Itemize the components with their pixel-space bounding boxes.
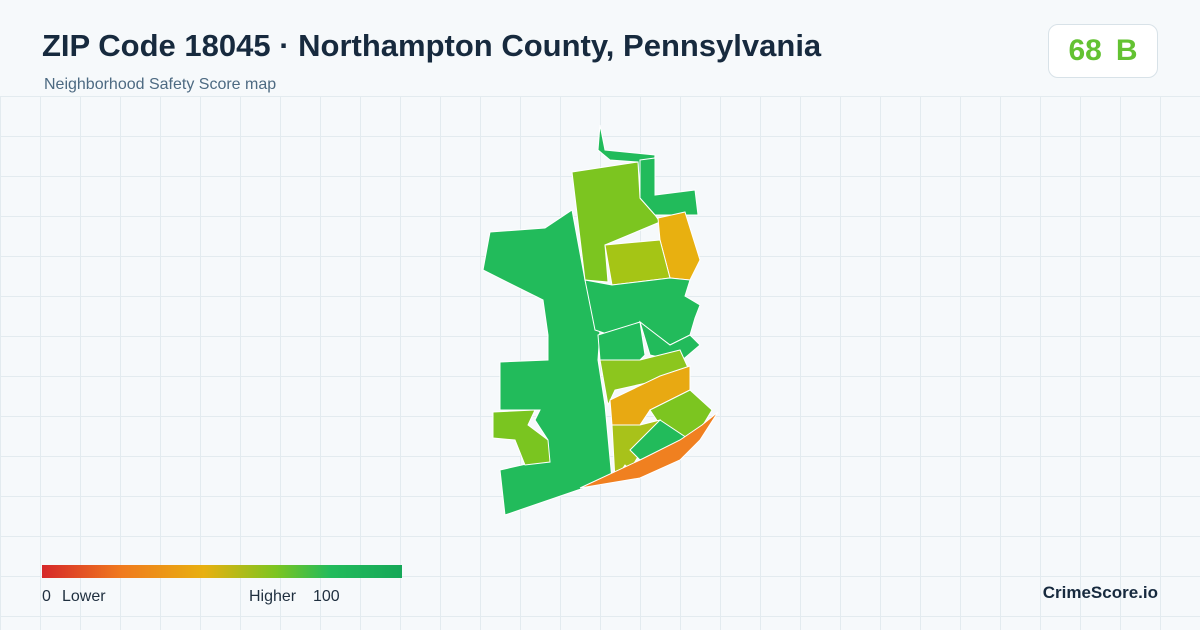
brand: CrimeScore.io — [1042, 583, 1158, 602]
legend-min-label: Lower — [62, 588, 106, 605]
area — [492, 409, 551, 466]
legend-max: 100 — [313, 588, 340, 605]
header: ZIP Code 18045 · Northampton County, Pen… — [0, 0, 1200, 97]
area — [639, 157, 699, 216]
legend-max-label: Higher — [249, 588, 297, 605]
area — [579, 411, 719, 489]
score: 68 — [1068, 34, 1102, 67]
legend-min: 0 — [42, 588, 51, 605]
grade: B — [1115, 34, 1138, 67]
subtitle: Neighborhood Safety Score map — [44, 76, 277, 93]
area — [482, 209, 613, 516]
legend-gradient — [42, 565, 402, 578]
area — [597, 321, 646, 361]
area — [639, 320, 701, 363]
title: ZIP Code 18045 · Northampton County, Pen… — [42, 28, 822, 63]
score-badge: 68 B — [1048, 24, 1158, 78]
area — [604, 239, 671, 286]
